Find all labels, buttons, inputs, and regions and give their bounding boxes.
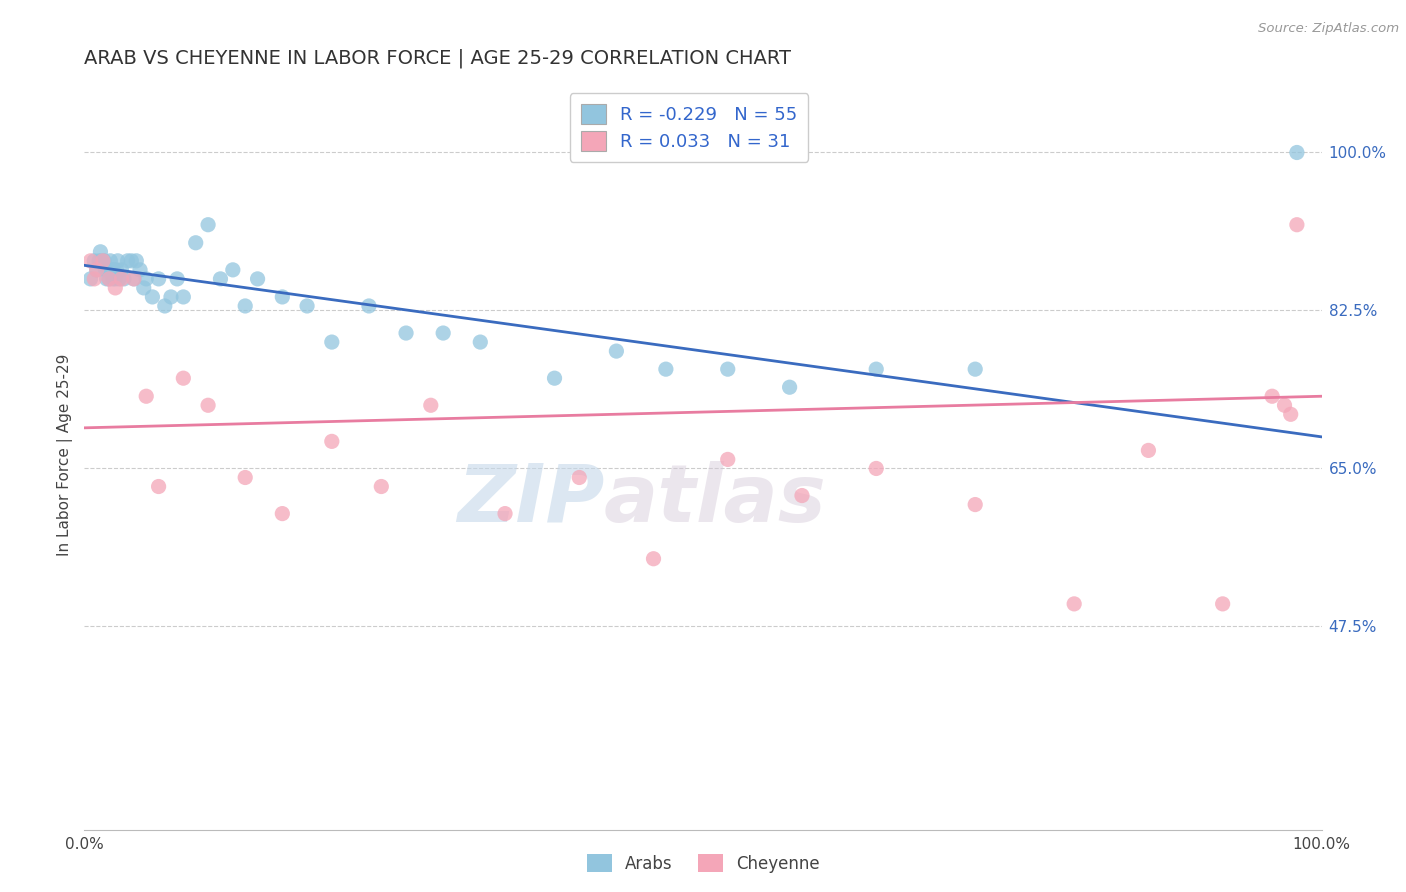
Point xyxy=(98,272,121,286)
Point xyxy=(110,263,132,277)
Legend: Arabs, Cheyenne: Arabs, Cheyenne xyxy=(579,847,827,880)
Point xyxy=(321,434,343,449)
Point xyxy=(148,272,170,286)
Point xyxy=(96,272,118,286)
Point xyxy=(79,253,101,268)
Point xyxy=(395,326,418,340)
Text: ARAB VS CHEYENNE IN LABOR FORCE | AGE 25-29 CORRELATION CHART: ARAB VS CHEYENNE IN LABOR FORCE | AGE 25… xyxy=(84,48,792,68)
Point xyxy=(865,362,887,376)
Point xyxy=(172,290,194,304)
Point xyxy=(93,253,115,268)
Point xyxy=(97,263,120,277)
Legend: R = -0.229   N = 55, R = 0.033   N = 31: R = -0.229 N = 55, R = 0.033 N = 31 xyxy=(569,93,808,161)
Point xyxy=(120,253,142,268)
Point xyxy=(122,272,145,286)
Point xyxy=(103,263,125,277)
Point xyxy=(643,551,665,566)
Point xyxy=(197,398,219,412)
Point xyxy=(605,344,627,359)
Point xyxy=(129,263,152,277)
Point xyxy=(108,272,131,286)
Point xyxy=(1285,218,1308,232)
Point xyxy=(1285,145,1308,160)
Point xyxy=(83,272,105,286)
Point xyxy=(321,334,343,349)
Point xyxy=(1137,443,1160,458)
Point xyxy=(543,371,565,385)
Point xyxy=(568,470,591,484)
Point xyxy=(125,253,148,268)
Point xyxy=(419,398,441,412)
Point xyxy=(655,362,678,376)
Point xyxy=(89,253,111,268)
Point xyxy=(110,272,132,286)
Point xyxy=(135,389,157,403)
Point xyxy=(101,272,124,286)
Text: atlas: atlas xyxy=(605,461,827,539)
Point xyxy=(105,263,128,277)
Point xyxy=(98,253,121,268)
Point xyxy=(779,380,801,394)
Point xyxy=(295,299,318,313)
Point xyxy=(104,272,127,286)
Point xyxy=(494,507,516,521)
Text: Source: ZipAtlas.com: Source: ZipAtlas.com xyxy=(1258,22,1399,36)
Point xyxy=(160,290,183,304)
Point xyxy=(965,498,987,512)
Point xyxy=(122,272,145,286)
Point xyxy=(98,272,121,286)
Point xyxy=(209,272,232,286)
Point xyxy=(1063,597,1085,611)
Point xyxy=(470,334,492,349)
Point xyxy=(141,290,163,304)
Point xyxy=(357,299,380,313)
Point xyxy=(91,253,114,268)
Point xyxy=(790,489,813,503)
Point xyxy=(865,461,887,475)
Text: ZIP: ZIP xyxy=(457,461,605,539)
Point xyxy=(197,218,219,232)
Point xyxy=(86,263,108,277)
Point xyxy=(717,362,740,376)
Point xyxy=(233,470,256,484)
Point xyxy=(148,479,170,493)
Point xyxy=(86,263,108,277)
Point xyxy=(100,263,122,277)
Point xyxy=(91,253,114,268)
Point xyxy=(432,326,454,340)
Point xyxy=(1279,407,1302,421)
Point xyxy=(1261,389,1284,403)
Point xyxy=(83,253,105,268)
Point xyxy=(246,272,269,286)
Point xyxy=(166,272,188,286)
Y-axis label: In Labor Force | Age 25-29: In Labor Force | Age 25-29 xyxy=(58,354,73,556)
Point xyxy=(117,253,139,268)
Point xyxy=(135,272,157,286)
Point xyxy=(79,272,101,286)
Point xyxy=(172,371,194,385)
Point xyxy=(94,263,117,277)
Point xyxy=(132,281,155,295)
Point xyxy=(717,452,740,467)
Point xyxy=(965,362,987,376)
Point xyxy=(271,507,294,521)
Point xyxy=(222,263,245,277)
Point xyxy=(1212,597,1234,611)
Point xyxy=(153,299,176,313)
Point xyxy=(89,244,111,259)
Point xyxy=(107,253,129,268)
Point xyxy=(271,290,294,304)
Point xyxy=(1274,398,1296,412)
Point xyxy=(112,272,135,286)
Point xyxy=(370,479,392,493)
Point xyxy=(233,299,256,313)
Point xyxy=(104,281,127,295)
Point xyxy=(184,235,207,250)
